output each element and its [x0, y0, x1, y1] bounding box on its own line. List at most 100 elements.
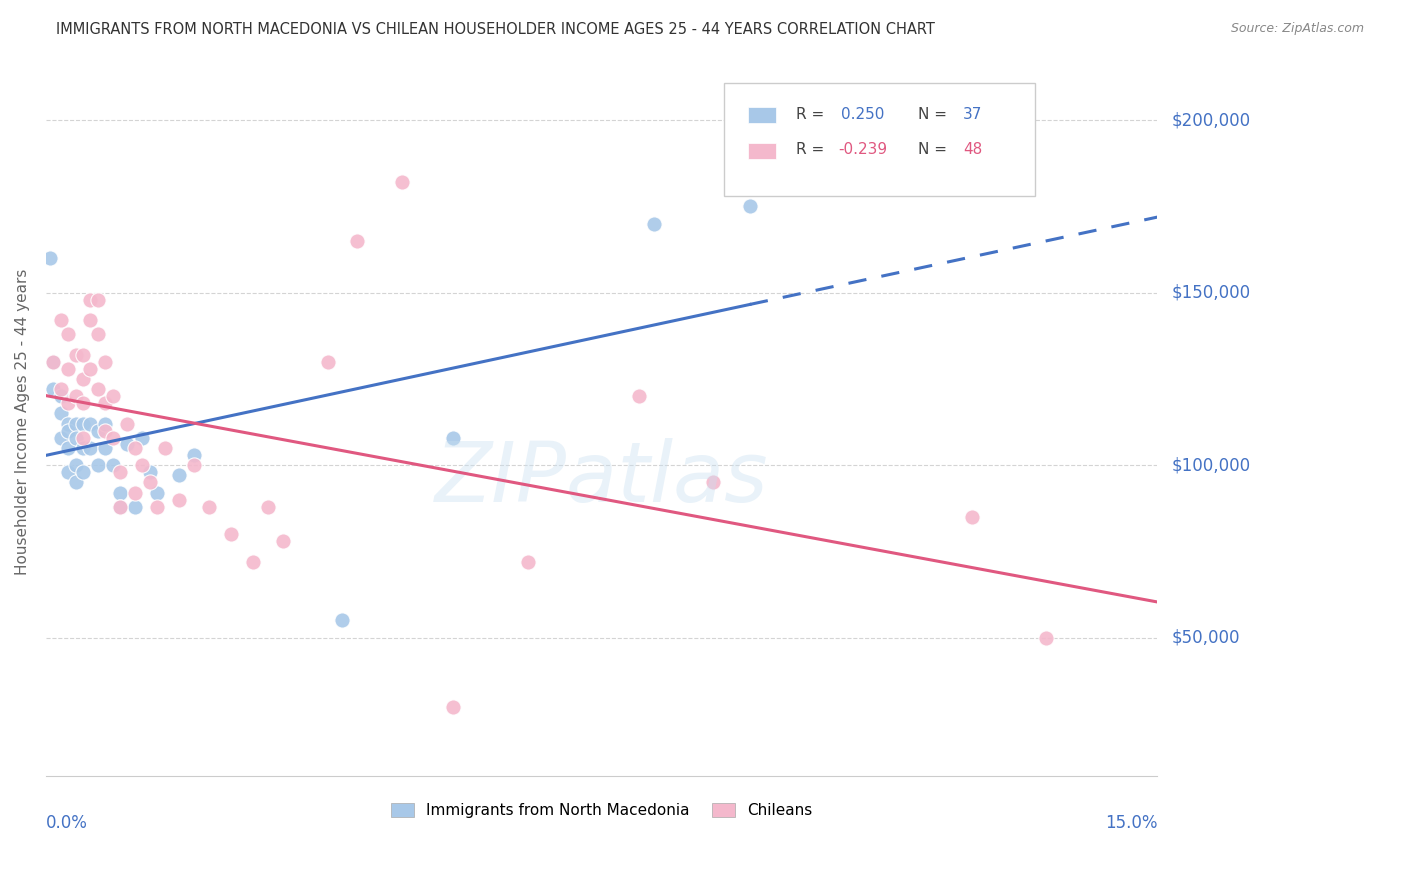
Point: [169, 492, 191, 507]
Point: [87, 293, 110, 307]
Point: [94, 396, 117, 410]
Point: [94, 441, 117, 455]
Text: ZIPatlas: ZIPatlas: [434, 438, 769, 519]
Point: [79, 441, 101, 455]
Text: N =: N =: [918, 107, 948, 122]
Point: [117, 437, 139, 451]
Point: [38, 251, 60, 265]
Point: [79, 361, 101, 376]
Text: 37: 37: [963, 107, 983, 122]
Point: [443, 699, 465, 714]
Point: [101, 431, 124, 445]
Text: 0.250: 0.250: [841, 107, 884, 122]
Text: 48: 48: [963, 143, 983, 157]
Point: [346, 234, 368, 248]
Point: [702, 475, 724, 490]
Point: [131, 458, 153, 472]
Text: $150,000: $150,000: [1171, 284, 1250, 301]
Text: 15.0%: 15.0%: [1105, 814, 1157, 832]
Point: [131, 431, 153, 445]
Point: [65, 417, 87, 431]
Point: [316, 354, 339, 368]
Point: [58, 396, 80, 410]
Point: [108, 500, 131, 514]
Point: [58, 417, 80, 431]
Point: [72, 465, 94, 479]
Point: [101, 389, 124, 403]
Point: [65, 389, 87, 403]
Point: [219, 527, 242, 541]
Point: [49, 389, 72, 403]
Point: [49, 406, 72, 420]
Text: 0.0%: 0.0%: [46, 814, 87, 832]
Point: [42, 354, 65, 368]
Point: [58, 327, 80, 342]
Point: [49, 382, 72, 396]
Text: R =: R =: [796, 143, 824, 157]
Text: N =: N =: [918, 143, 948, 157]
Point: [117, 417, 139, 431]
Point: [516, 555, 538, 569]
Text: $100,000: $100,000: [1171, 456, 1250, 475]
Point: [108, 500, 131, 514]
Text: R =: R =: [796, 107, 824, 122]
Point: [79, 417, 101, 431]
Point: [94, 354, 117, 368]
Point: [49, 313, 72, 327]
Point: [124, 500, 146, 514]
Text: Source: ZipAtlas.com: Source: ZipAtlas.com: [1230, 22, 1364, 36]
Point: [271, 533, 294, 548]
Point: [65, 475, 87, 490]
Text: IMMIGRANTS FROM NORTH MACEDONIA VS CHILEAN HOUSEHOLDER INCOME AGES 25 - 44 YEARS: IMMIGRANTS FROM NORTH MACEDONIA VS CHILE…: [56, 22, 935, 37]
Point: [242, 555, 264, 569]
FancyBboxPatch shape: [724, 83, 1035, 195]
Point: [58, 424, 80, 438]
Point: [124, 485, 146, 500]
Point: [94, 417, 117, 431]
Point: [49, 431, 72, 445]
Point: [87, 327, 110, 342]
Point: [72, 441, 94, 455]
Point: [65, 431, 87, 445]
Point: [138, 475, 160, 490]
Legend: Immigrants from North Macedonia, Chileans: Immigrants from North Macedonia, Chilean…: [385, 797, 818, 824]
Point: [1035, 631, 1057, 645]
Point: [960, 509, 983, 524]
Point: [138, 465, 160, 479]
Point: [72, 431, 94, 445]
Point: [198, 500, 221, 514]
Point: [108, 485, 131, 500]
Point: [146, 485, 169, 500]
Point: [72, 348, 94, 362]
Point: [58, 361, 80, 376]
Y-axis label: Householder Income Ages 25 - 44 years: Householder Income Ages 25 - 44 years: [15, 268, 30, 575]
Point: [183, 458, 205, 472]
Point: [87, 382, 110, 396]
Point: [183, 448, 205, 462]
Point: [87, 424, 110, 438]
Point: [65, 348, 87, 362]
Point: [627, 389, 650, 403]
Point: [72, 396, 94, 410]
Point: [87, 458, 110, 472]
Point: [42, 354, 65, 368]
Point: [79, 313, 101, 327]
Point: [108, 465, 131, 479]
Point: [101, 458, 124, 472]
Point: [153, 441, 176, 455]
Point: [330, 613, 353, 627]
Point: [257, 500, 280, 514]
Point: [58, 465, 80, 479]
Point: [443, 431, 465, 445]
Point: [72, 372, 94, 386]
Point: [58, 441, 80, 455]
Text: $200,000: $200,000: [1171, 112, 1250, 129]
Text: -0.239: -0.239: [838, 143, 887, 157]
FancyBboxPatch shape: [748, 143, 776, 159]
Point: [391, 175, 413, 189]
Text: $50,000: $50,000: [1171, 629, 1240, 647]
Point: [42, 382, 65, 396]
Point: [169, 468, 191, 483]
Point: [94, 424, 117, 438]
Point: [643, 217, 665, 231]
